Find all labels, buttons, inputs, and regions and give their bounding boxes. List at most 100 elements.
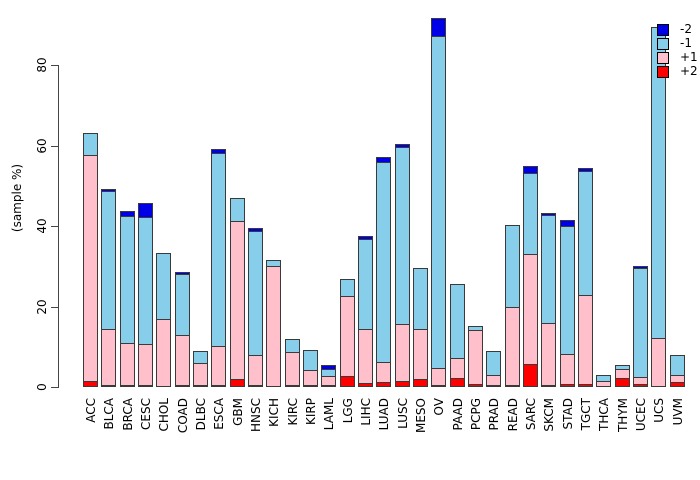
x-label-READ: READ xyxy=(506,398,520,432)
segment-THYM-+2 xyxy=(615,378,630,387)
x-label-SARC: SARC xyxy=(524,398,538,431)
bar-KIRP xyxy=(303,350,318,387)
legend-item--1: -1 xyxy=(657,36,698,50)
segment-ACC-+2 xyxy=(83,381,98,387)
segment-HNSC--1 xyxy=(248,231,263,356)
x-label-THYM: THYM xyxy=(616,398,630,433)
bar-LUAD xyxy=(376,157,391,387)
legend-item--2: -2 xyxy=(657,23,698,36)
segment-UCS-+1 xyxy=(651,338,666,387)
legend: -2 -1 +1 +2 xyxy=(657,23,698,78)
segment-READ--1 xyxy=(505,225,520,308)
segment-BLCA--1 xyxy=(101,191,116,330)
segment-CESC--1 xyxy=(138,217,153,345)
x-label-KICH: KICH xyxy=(267,398,281,427)
segment-CHOL--1 xyxy=(156,253,171,320)
bar-PCPG xyxy=(468,326,483,387)
x-label-UCS: UCS xyxy=(652,398,666,423)
x-label-CESC: CESC xyxy=(139,398,153,430)
segment-KIRC-+1 xyxy=(285,352,300,386)
y-tick-60 xyxy=(51,146,58,147)
segment-MESO-+2 xyxy=(413,379,428,387)
segment-OV-+2 xyxy=(431,385,446,387)
segment-OV--1 xyxy=(431,36,446,369)
segment-HNSC-+1 xyxy=(248,355,263,386)
x-label-LGG: LGG xyxy=(341,398,355,424)
x-label-LUAD: LUAD xyxy=(377,398,391,431)
legend-label-+2: +2 xyxy=(680,64,698,78)
segment-STAD-+2 xyxy=(560,384,575,387)
y-tick-0 xyxy=(51,387,58,388)
bar-KICH xyxy=(266,260,281,387)
segment-READ-+1 xyxy=(505,307,520,386)
bar-PRAD xyxy=(486,351,501,387)
segment-UVM-+2 xyxy=(670,382,685,387)
bar-GBM xyxy=(230,198,245,387)
bar-UCEC xyxy=(633,266,648,387)
bar-BLCA xyxy=(101,189,116,387)
bar-MESO xyxy=(413,268,428,387)
segment-UCEC--1 xyxy=(633,268,648,378)
segment-SKCM--1 xyxy=(541,215,556,324)
y-axis-title: (sample %) xyxy=(10,163,24,233)
segment-COAD--1 xyxy=(175,274,190,336)
bar-LIHC xyxy=(358,236,373,387)
legend-swatch--1 xyxy=(657,37,669,50)
x-label-DLBC: DLBC xyxy=(194,398,208,431)
segment-HNSC-+2 xyxy=(248,385,263,387)
bar-UVM xyxy=(670,355,685,387)
segment-KIRP-+1 xyxy=(303,370,318,386)
segment-SARC--1 xyxy=(523,173,538,255)
legend-swatch-+1 xyxy=(657,51,669,64)
segment-LUSC--1 xyxy=(395,147,410,325)
x-label-STAD: STAD xyxy=(561,398,575,430)
bar-STAD xyxy=(560,220,575,387)
segment-OV--2 xyxy=(431,18,446,37)
x-label-MESO: MESO xyxy=(414,398,428,433)
segment-UVM--1 xyxy=(670,355,685,376)
segment-BRCA-+2 xyxy=(120,385,135,387)
segment-PRAD-+2 xyxy=(486,385,501,387)
segment-LUSC-+1 xyxy=(395,324,410,382)
y-tick-40 xyxy=(51,226,58,227)
legend-label--1: -1 xyxy=(680,36,692,50)
segment-KICH-+1 xyxy=(266,266,281,387)
bar-SARC xyxy=(523,166,538,387)
segment-GBM--1 xyxy=(230,198,245,222)
segment-KIRC-+2 xyxy=(285,385,300,387)
legend-swatch--2 xyxy=(657,23,669,36)
x-label-KIRP: KIRP xyxy=(304,398,318,425)
segment-MESO--1 xyxy=(413,268,428,330)
bar-READ xyxy=(505,225,520,387)
segment-THCA-+1 xyxy=(596,381,611,387)
bar-THYM xyxy=(615,365,630,387)
segment-PRAD--1 xyxy=(486,351,501,376)
bar-ACC xyxy=(83,133,98,387)
segment-GBM-+1 xyxy=(230,221,245,380)
bar-CHOL xyxy=(156,253,171,387)
y-tick-label-0: 0 xyxy=(35,383,49,391)
segment-PCPG-+2 xyxy=(468,384,483,387)
segment-KIRC--1 xyxy=(285,339,300,353)
segment-TGCT-+2 xyxy=(578,384,593,387)
segment-STAD-+1 xyxy=(560,354,575,385)
segment-ESCA-+2 xyxy=(211,385,226,387)
segment-LUSC-+2 xyxy=(395,381,410,387)
x-label-COAD: COAD xyxy=(176,398,190,434)
segment-LIHC-+2 xyxy=(358,383,373,387)
segment-CESC-+1 xyxy=(138,344,153,386)
segment-CESC--2 xyxy=(138,203,153,218)
x-label-SKCM: SKCM xyxy=(542,398,556,432)
segment-OV-+1 xyxy=(431,368,446,386)
segment-TGCT--1 xyxy=(578,171,593,296)
bar-OV xyxy=(431,18,446,387)
bar-KIRC xyxy=(285,339,300,387)
segment-LUAD-+2 xyxy=(376,382,391,387)
segment-PAAD-+1 xyxy=(450,358,465,379)
segment-LIHC-+1 xyxy=(358,329,373,384)
y-tick-20 xyxy=(51,307,58,308)
x-label-THCA: THCA xyxy=(597,398,611,431)
segment-GBM-+2 xyxy=(230,379,245,387)
bar-BRCA xyxy=(120,211,135,387)
x-label-PRAD: PRAD xyxy=(487,398,501,431)
